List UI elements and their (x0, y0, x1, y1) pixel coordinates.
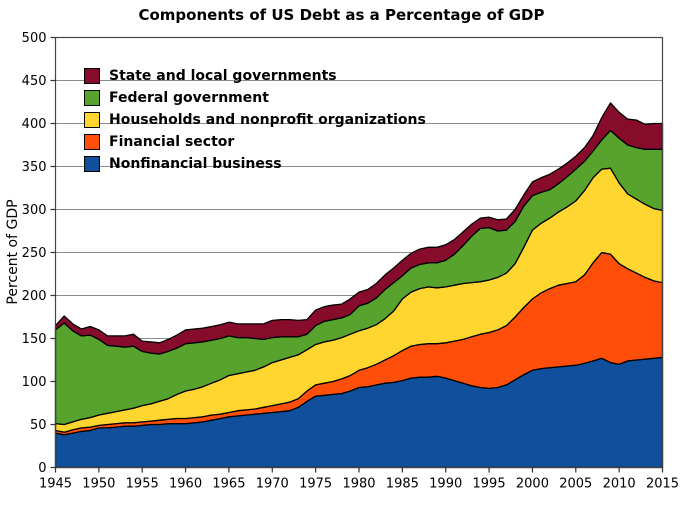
x-tick-label: 2000 (516, 477, 549, 492)
legend-item-financial: Financial sector (84, 131, 426, 153)
federal-swatch-icon (84, 90, 100, 106)
y-tick-label: 250 (22, 246, 47, 261)
x-tick-label: 2010 (603, 477, 636, 492)
y-tick-label: 450 (22, 74, 47, 89)
x-tick-label: 1955 (126, 477, 159, 492)
financial-swatch-icon (84, 134, 100, 150)
x-tick-label: 1995 (473, 477, 506, 492)
nonfinancial-swatch-icon (84, 156, 100, 172)
x-tick-label: 1970 (256, 477, 289, 492)
legend-label: State and local governments (109, 68, 337, 84)
y-tick-label: 100 (22, 375, 47, 390)
y-tick-label: 50 (30, 418, 47, 433)
axis-tick-labels: 0 50 100 150 200 250 300 350 400 450 500 1945 1950 19… (22, 31, 679, 492)
x-tick-label: 1950 (82, 477, 115, 492)
households-swatch-icon (84, 112, 100, 128)
legend-label: Financial sector (109, 134, 235, 150)
state-local-swatch-icon (84, 68, 100, 84)
y-tick-label: 0 (38, 461, 46, 476)
x-tick-label: 1965 (212, 477, 245, 492)
chart-title: Components of US Debt as a Percentage of… (138, 6, 545, 24)
x-tick-label: 1960 (169, 477, 202, 492)
x-tick-label: 1945 (39, 477, 72, 492)
y-tick-label: 300 (22, 203, 47, 218)
legend-item-federal: Federal government (84, 87, 426, 109)
y-tick-label: 500 (22, 31, 47, 46)
legend-item-nonfinancial: Nonfinancial business (84, 153, 426, 175)
legend: State and local governments Federal gove… (84, 65, 426, 175)
y-tick-label: 350 (22, 160, 47, 175)
plot-frame-and-ticks (50, 36, 664, 473)
legend-item-state-local: State and local governments (84, 65, 426, 87)
legend-item-households: Households and nonprofit organizations (84, 109, 426, 131)
x-tick-label: 1990 (429, 477, 462, 492)
y-tick-label: 150 (22, 332, 47, 347)
y-axis-title: Percent of GDP (5, 199, 21, 305)
x-tick-label: 1985 (386, 477, 419, 492)
y-tick-label: 200 (22, 289, 47, 304)
legend-label: Nonfinancial business (109, 156, 282, 172)
x-tick-label: 2015 (646, 477, 679, 492)
x-tick-label: 1975 (299, 477, 332, 492)
legend-label: Households and nonprofit organizations (109, 112, 426, 128)
legend-label: Federal government (109, 90, 269, 106)
x-tick-label: 2005 (559, 477, 592, 492)
y-tick-label: 400 (22, 117, 47, 132)
x-tick-label: 1980 (342, 477, 375, 492)
